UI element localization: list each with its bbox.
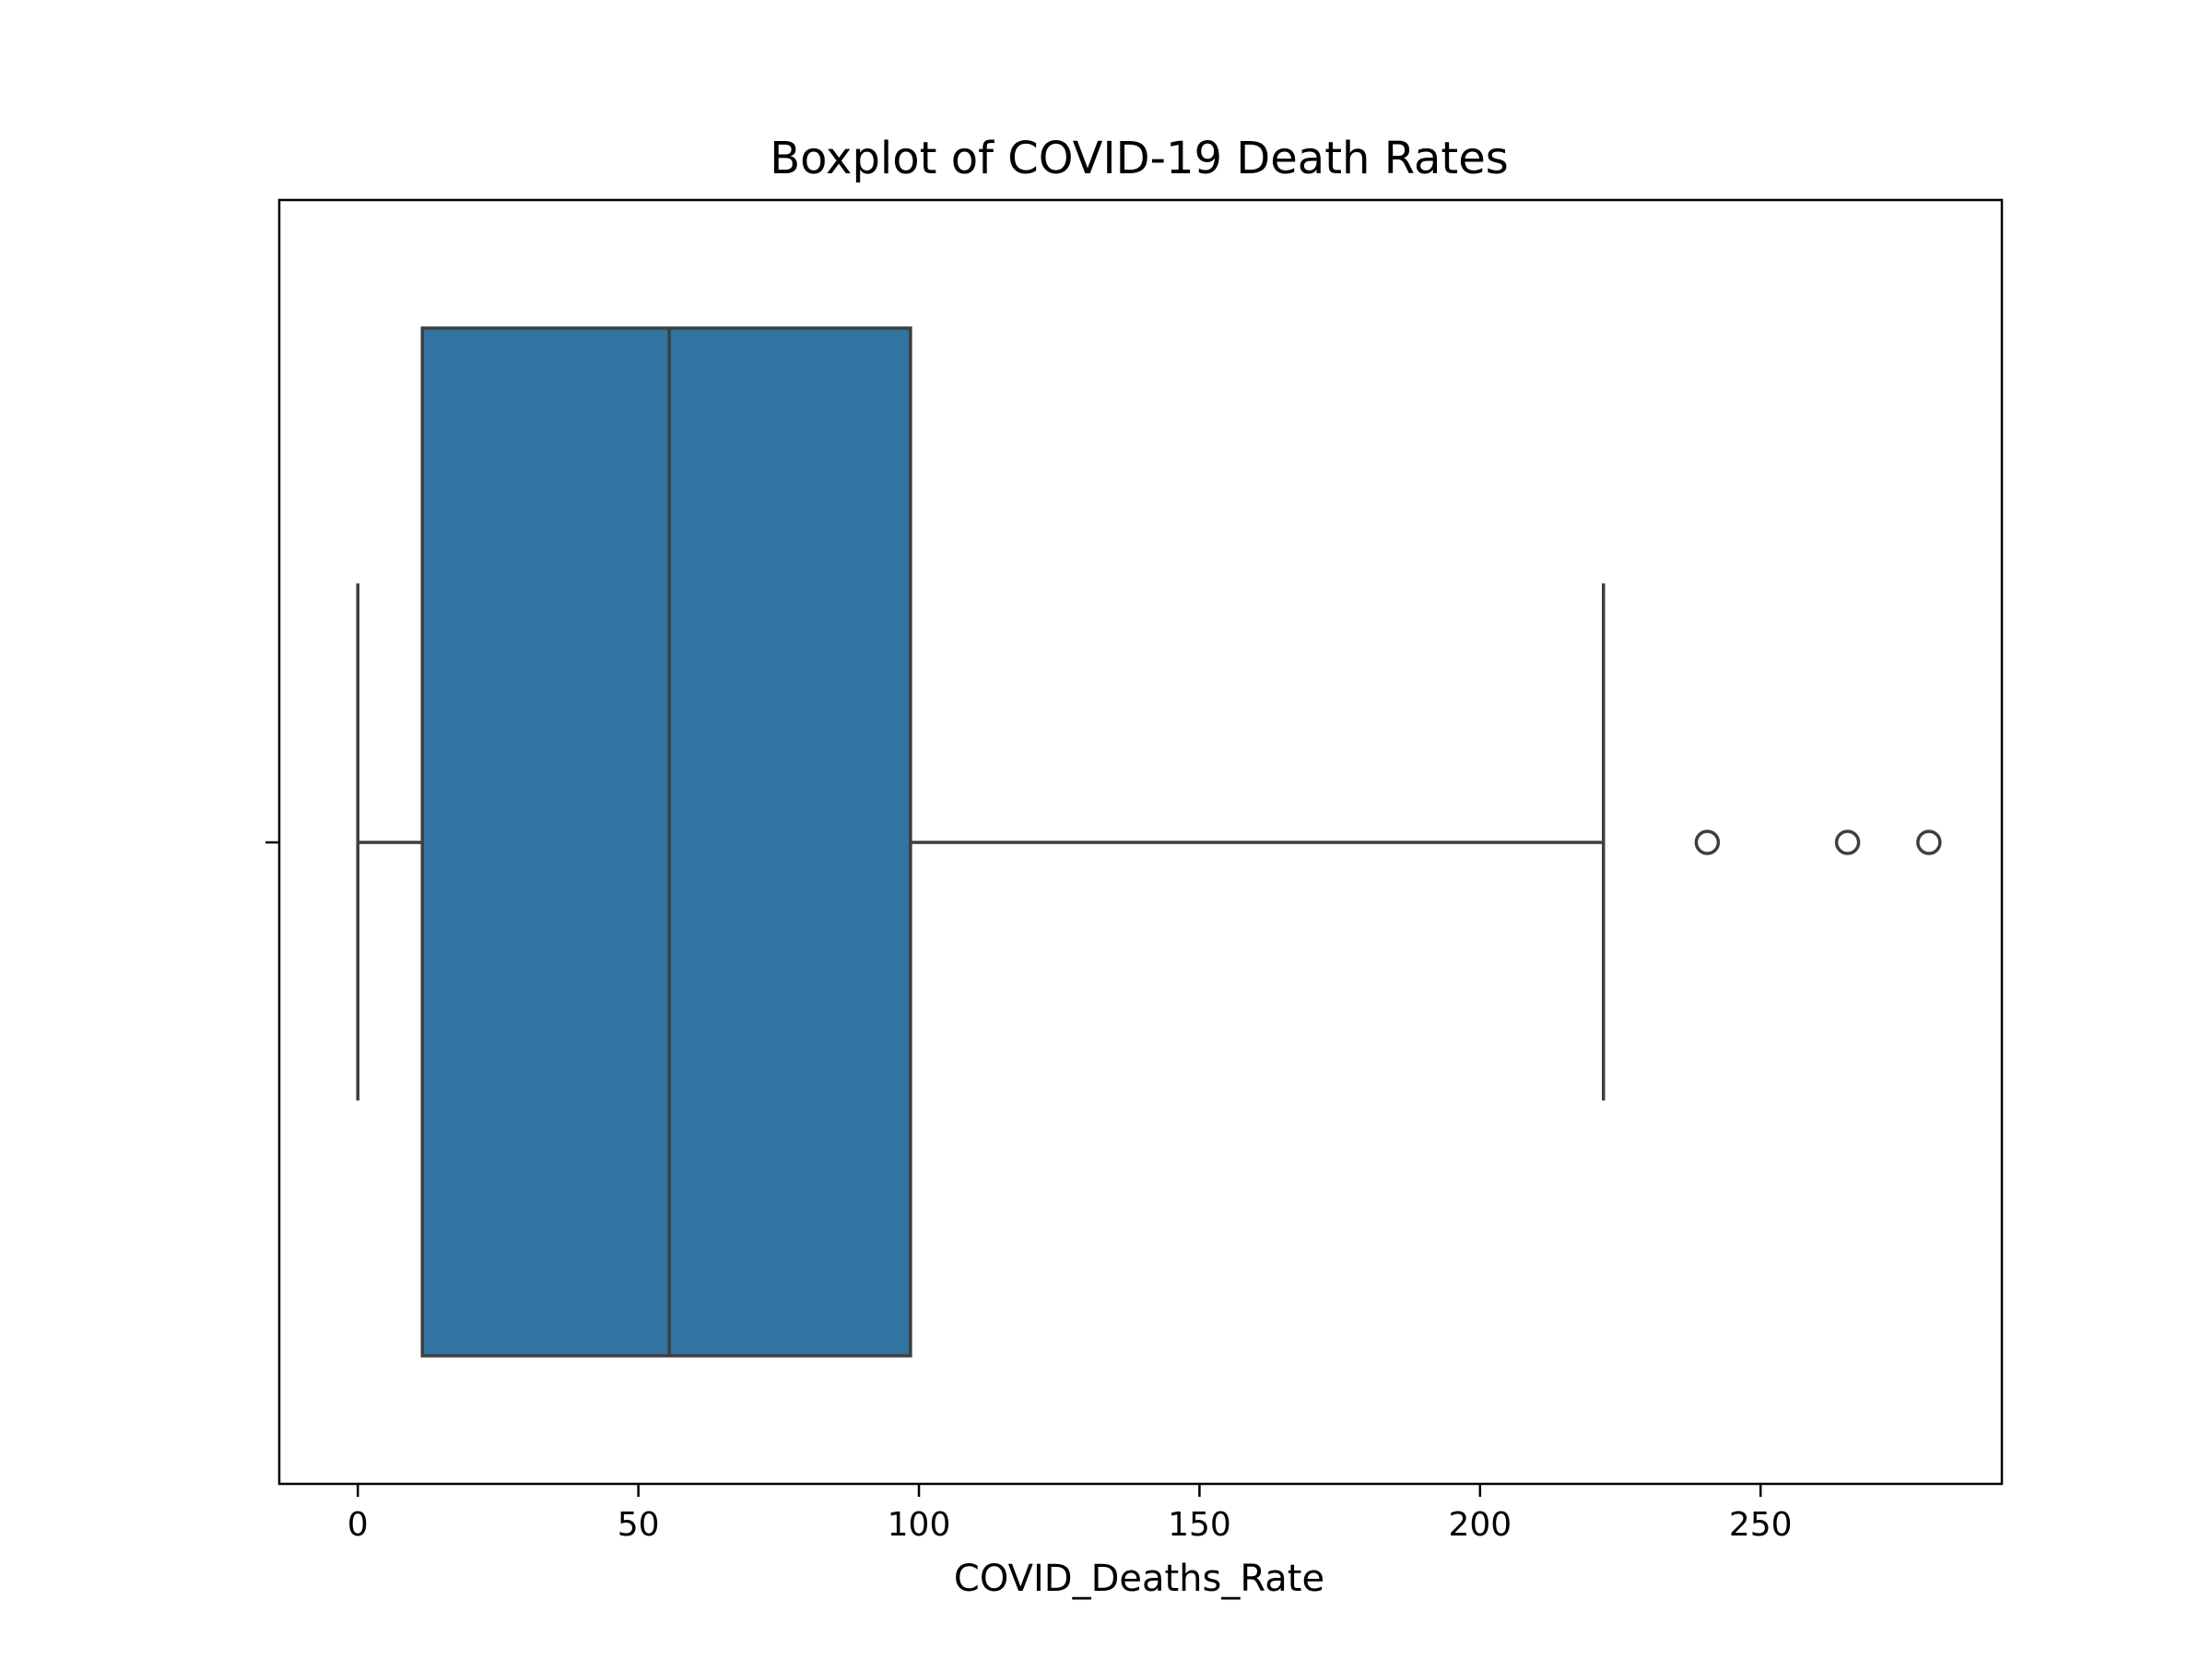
x-tick-label: 150 xyxy=(1168,1506,1231,1544)
iqr-box xyxy=(420,326,912,1358)
x-tick-label: 100 xyxy=(888,1506,951,1544)
outlier-point xyxy=(1834,830,1861,855)
x-tick-label: 50 xyxy=(618,1506,660,1544)
plot-area xyxy=(356,326,1942,1358)
outlier-point xyxy=(1694,830,1721,855)
x-tick-label: 200 xyxy=(1448,1506,1512,1544)
outlier-point xyxy=(1916,830,1942,855)
chart-title: Boxplot of COVID-19 Death Rates xyxy=(770,133,1509,184)
x-tick-label: 0 xyxy=(347,1506,369,1544)
x-axis: 0 50 100 150 200 250 xyxy=(347,1484,1793,1544)
x-tick-label: 250 xyxy=(1729,1506,1793,1544)
x-axis-label: COVID_Deaths_Rate xyxy=(954,1558,1324,1600)
